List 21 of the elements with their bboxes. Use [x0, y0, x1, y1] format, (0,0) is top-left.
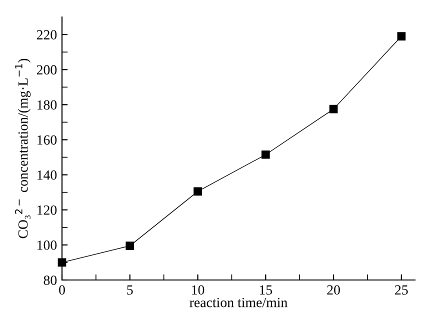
x-axis-title: reaction time/min	[190, 298, 288, 308]
y-axis-title: CO₃$^{2−}$ concentration/(mg·L$^{−1}$)	[15, 58, 31, 238]
point	[329, 104, 338, 114]
point	[194, 187, 202, 196]
x-tick-label: 5	[127, 285, 133, 295]
point	[261, 150, 270, 159]
y-tick-label: 160	[38, 135, 57, 145]
y-tick-label: 120	[38, 205, 57, 215]
x-tick-label: 20	[327, 285, 340, 295]
x-tick-label: 0	[59, 285, 65, 295]
point	[397, 32, 406, 40]
y-tick-label: 80	[44, 276, 57, 285]
y-tick-label: 220	[36, 30, 57, 40]
point	[126, 242, 134, 250]
y-tick-label: 100	[38, 240, 57, 250]
x-tick-label: 25	[395, 285, 408, 295]
y-tick-label: 140	[38, 170, 57, 180]
x-tick-label: 15	[260, 285, 272, 295]
y-tick-label: 200	[36, 65, 57, 75]
x-tick-label: 10	[192, 285, 204, 295]
y-tick-label: 180	[38, 100, 57, 110]
